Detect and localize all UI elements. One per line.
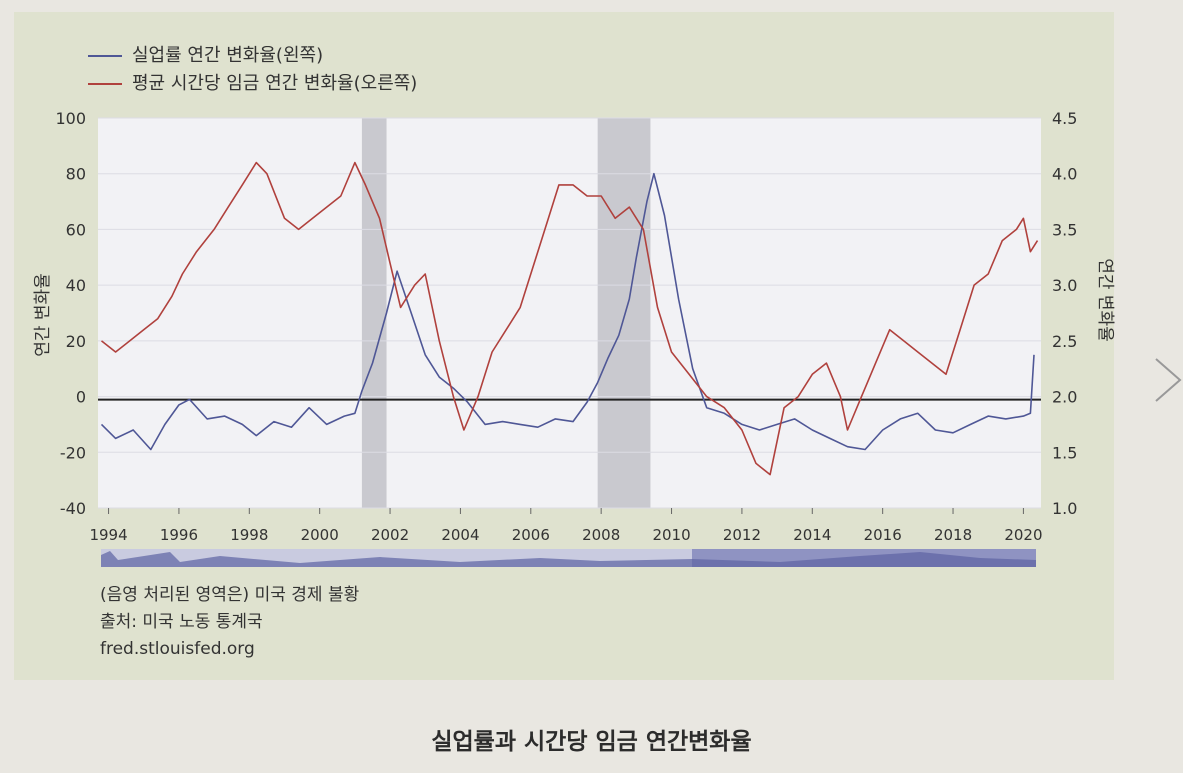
right-tick-label: 1.0	[1052, 499, 1077, 518]
right-tick-label: 4.5	[1052, 109, 1077, 128]
legend-swatch-unemployment	[88, 55, 122, 57]
left-axis-label: 연간 변화율	[33, 273, 53, 357]
x-tick-label: 2006	[512, 526, 550, 544]
chevron-right-icon[interactable]	[1148, 355, 1183, 405]
right-tick-label: 2.5	[1052, 332, 1077, 351]
legend-swatch-wages	[88, 83, 122, 85]
left-tick-label: 40	[66, 276, 86, 295]
left-tick-label: 60	[66, 220, 86, 239]
left-tick-label: -40	[60, 499, 86, 518]
right-axis-label: 연간 변화율	[1095, 258, 1115, 342]
x-tick-label: 2004	[441, 526, 479, 544]
x-tick-label: 1998	[230, 526, 268, 544]
x-tick-label: 1994	[89, 526, 127, 544]
x-tick-label: 2018	[934, 526, 972, 544]
x-tick-label: 2014	[793, 526, 831, 544]
right-tick-label: 3.0	[1052, 276, 1077, 295]
x-tick-label: 2008	[582, 526, 620, 544]
source-note: 출처: 미국 노동 통계국	[100, 612, 263, 632]
left-tick-label: 100	[55, 109, 86, 128]
page-caption: 실업률과 시간당 임금 연간변화율	[431, 729, 752, 755]
series-line-wages	[101, 161, 1039, 476]
x-tick-label: 2000	[301, 526, 339, 544]
x-axis-ticks: 1994 1996 1998 2000 2002 2004 2006 2008 2010 2012…	[89, 508, 1043, 544]
left-tick-label: 0	[76, 388, 86, 407]
range-navigator[interactable]	[101, 549, 1036, 567]
left-tick-label: 80	[66, 165, 86, 184]
right-tick-label: 1.5	[1052, 443, 1077, 462]
plot-area	[98, 118, 1041, 508]
right-tick-label: 3.5	[1052, 220, 1077, 239]
left-tick-label: -20	[60, 443, 86, 462]
recession-band-1	[597, 118, 651, 508]
x-tick-label: 2020	[1004, 526, 1042, 544]
x-tick-label: 2010	[652, 526, 690, 544]
right-axis-ticks: 4.5 4.0 3.5 3.0 2.5 2.0 1.5 1.0	[1052, 109, 1077, 518]
recession-shading	[361, 118, 651, 508]
recession-note: (음영 처리된 영역은) 미국 경제 불황	[100, 585, 360, 605]
gridlines	[98, 117, 1041, 509]
series-lines	[100, 161, 1039, 476]
x-tick-label: 2012	[723, 526, 761, 544]
left-tick-label: 20	[66, 332, 86, 351]
legend: 실업률 연간 변화율(왼쪽) 평균 시간당 임금 연간 변화율(오른쪽)	[88, 42, 417, 98]
right-tick-label: 2.0	[1052, 388, 1077, 407]
chart-notes: (음영 처리된 영역은) 미국 경제 불황 출처: 미국 노동 통계국 fred…	[100, 582, 359, 663]
x-tick-label: 1996	[160, 526, 198, 544]
x-tick-label: 2016	[864, 526, 902, 544]
x-tick-label: 2002	[371, 526, 409, 544]
legend-item-wages: 평균 시간당 임금 연간 변화율(오른쪽)	[88, 70, 417, 98]
left-axis-ticks: 100 80 60 40 20 0 -20 -40	[55, 109, 86, 518]
recession-band-0	[361, 118, 387, 508]
legend-item-unemployment: 실업률 연간 변화율(왼쪽)	[88, 42, 417, 70]
series-line-unemployment	[100, 172, 1035, 451]
source-url: fred.stlouisfed.org	[100, 639, 255, 659]
legend-label-wages: 평균 시간당 임금 연간 변화율(오른쪽)	[132, 73, 418, 94]
legend-label-unemployment: 실업률 연간 변화율(왼쪽)	[132, 45, 324, 66]
right-tick-label: 4.0	[1052, 165, 1077, 184]
